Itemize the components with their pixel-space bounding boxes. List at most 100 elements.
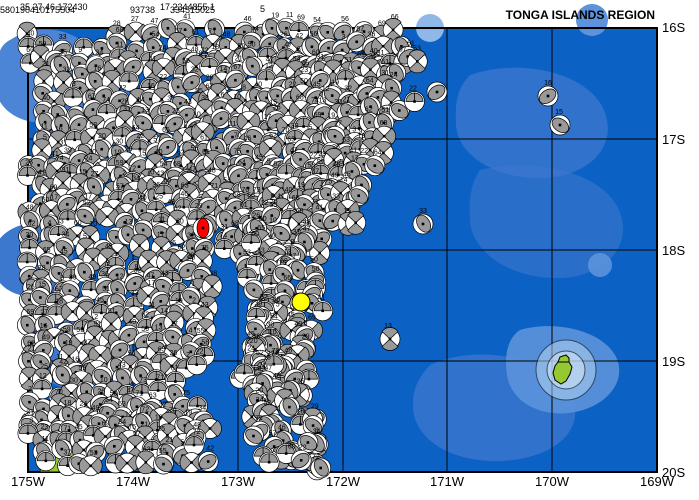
svg-text:23: 23 [41, 424, 49, 431]
svg-text:45: 45 [255, 155, 263, 162]
svg-text:38: 38 [201, 95, 209, 102]
svg-text:25: 25 [297, 379, 305, 386]
svg-text:13: 13 [155, 325, 163, 332]
svg-text:71: 71 [255, 415, 263, 422]
svg-text:40: 40 [273, 373, 281, 380]
svg-text:74: 74 [102, 97, 110, 104]
svg-text:49: 49 [89, 274, 97, 281]
svg-text:26: 26 [332, 144, 340, 151]
svg-text:68: 68 [296, 94, 304, 101]
svg-text:69: 69 [50, 184, 58, 191]
svg-text:45: 45 [60, 248, 68, 255]
svg-text:75: 75 [201, 245, 209, 252]
svg-text:16: 16 [544, 80, 552, 87]
svg-text:16: 16 [94, 65, 102, 72]
svg-text:30: 30 [70, 377, 78, 384]
svg-text:10: 10 [193, 112, 201, 119]
svg-text:26: 26 [27, 284, 35, 291]
svg-text:58: 58 [233, 192, 241, 199]
svg-text:27: 27 [40, 309, 48, 316]
svg-text:42: 42 [59, 359, 67, 366]
svg-text:33: 33 [419, 208, 427, 215]
svg-text:60: 60 [74, 220, 82, 227]
svg-text:73: 73 [139, 377, 147, 384]
svg-text:16: 16 [40, 323, 48, 330]
svg-text:45: 45 [96, 297, 104, 304]
svg-text:63: 63 [118, 401, 126, 408]
svg-text:5: 5 [43, 134, 47, 141]
svg-text:50: 50 [300, 78, 308, 85]
svg-text:27: 27 [83, 340, 91, 347]
svg-text:62: 62 [269, 133, 277, 140]
svg-text:61: 61 [192, 29, 200, 36]
svg-text:47: 47 [290, 148, 298, 155]
svg-text:63: 63 [380, 120, 388, 127]
svg-text:5: 5 [340, 159, 344, 166]
svg-text:11: 11 [116, 41, 123, 48]
svg-text:51: 51 [94, 321, 102, 328]
svg-text:47: 47 [127, 387, 135, 394]
svg-text:70: 70 [146, 170, 154, 177]
svg-text:17: 17 [157, 232, 165, 239]
svg-text:67: 67 [399, 46, 407, 53]
svg-text:69: 69 [378, 21, 386, 28]
svg-text:31: 31 [377, 50, 385, 57]
svg-text:8: 8 [291, 239, 295, 246]
svg-text:40: 40 [254, 82, 262, 89]
svg-text:29: 29 [195, 203, 203, 210]
svg-text:54: 54 [160, 161, 168, 168]
svg-text:64: 64 [366, 78, 374, 85]
svg-text:32: 32 [187, 233, 195, 240]
svg-text:7: 7 [357, 99, 361, 106]
svg-text:TONGA ISLANDS REGION: TONGA ISLANDS REGION [506, 8, 655, 22]
svg-text:43: 43 [161, 270, 169, 277]
svg-text:66: 66 [283, 275, 291, 282]
svg-text:25: 25 [172, 108, 180, 115]
svg-text:32: 32 [191, 67, 199, 74]
svg-text:17 2344855 1: 17 2344855 1 [160, 2, 215, 12]
svg-text:16: 16 [71, 356, 79, 363]
svg-text:174W: 174W [116, 474, 151, 489]
svg-text:5: 5 [260, 4, 265, 14]
svg-text:30: 30 [115, 138, 123, 145]
svg-text:36: 36 [101, 271, 109, 278]
svg-text:14: 14 [160, 308, 168, 315]
svg-text:41: 41 [316, 205, 324, 212]
svg-text:37: 37 [293, 229, 301, 236]
svg-text:20: 20 [206, 74, 214, 81]
svg-text:52: 52 [83, 200, 91, 207]
svg-text:34: 34 [96, 50, 104, 57]
svg-text:2: 2 [186, 352, 190, 359]
svg-text:47: 47 [284, 42, 292, 49]
svg-text:38: 38 [38, 265, 46, 272]
svg-text:18: 18 [64, 400, 72, 407]
svg-text:22: 22 [136, 133, 144, 140]
svg-text:41: 41 [38, 169, 46, 176]
svg-text:4: 4 [56, 415, 60, 422]
svg-text:18S: 18S [662, 243, 685, 258]
svg-text:47: 47 [189, 122, 197, 129]
svg-text:60: 60 [26, 47, 34, 54]
svg-text:4: 4 [48, 220, 52, 227]
svg-text:48: 48 [223, 31, 231, 38]
svg-text:17: 17 [170, 321, 178, 328]
svg-text:51: 51 [108, 308, 116, 315]
svg-text:13: 13 [125, 219, 133, 226]
svg-text:1: 1 [192, 281, 196, 288]
svg-text:30: 30 [268, 233, 276, 240]
svg-text:25: 25 [40, 364, 48, 371]
svg-text:47: 47 [147, 272, 155, 279]
svg-text:48: 48 [208, 168, 216, 175]
svg-text:61: 61 [240, 202, 248, 209]
svg-text:26: 26 [170, 350, 178, 357]
svg-text:49: 49 [42, 334, 50, 341]
svg-text:63: 63 [181, 183, 189, 190]
svg-text:40: 40 [139, 195, 147, 202]
svg-text:19: 19 [114, 149, 122, 156]
svg-text:22: 22 [360, 148, 368, 155]
svg-text:45: 45 [313, 82, 321, 89]
svg-text:62: 62 [174, 206, 182, 213]
svg-text:57: 57 [269, 431, 277, 438]
svg-text:10: 10 [89, 221, 97, 228]
svg-text:35 27 46 172430: 35 27 46 172430 [20, 2, 88, 12]
